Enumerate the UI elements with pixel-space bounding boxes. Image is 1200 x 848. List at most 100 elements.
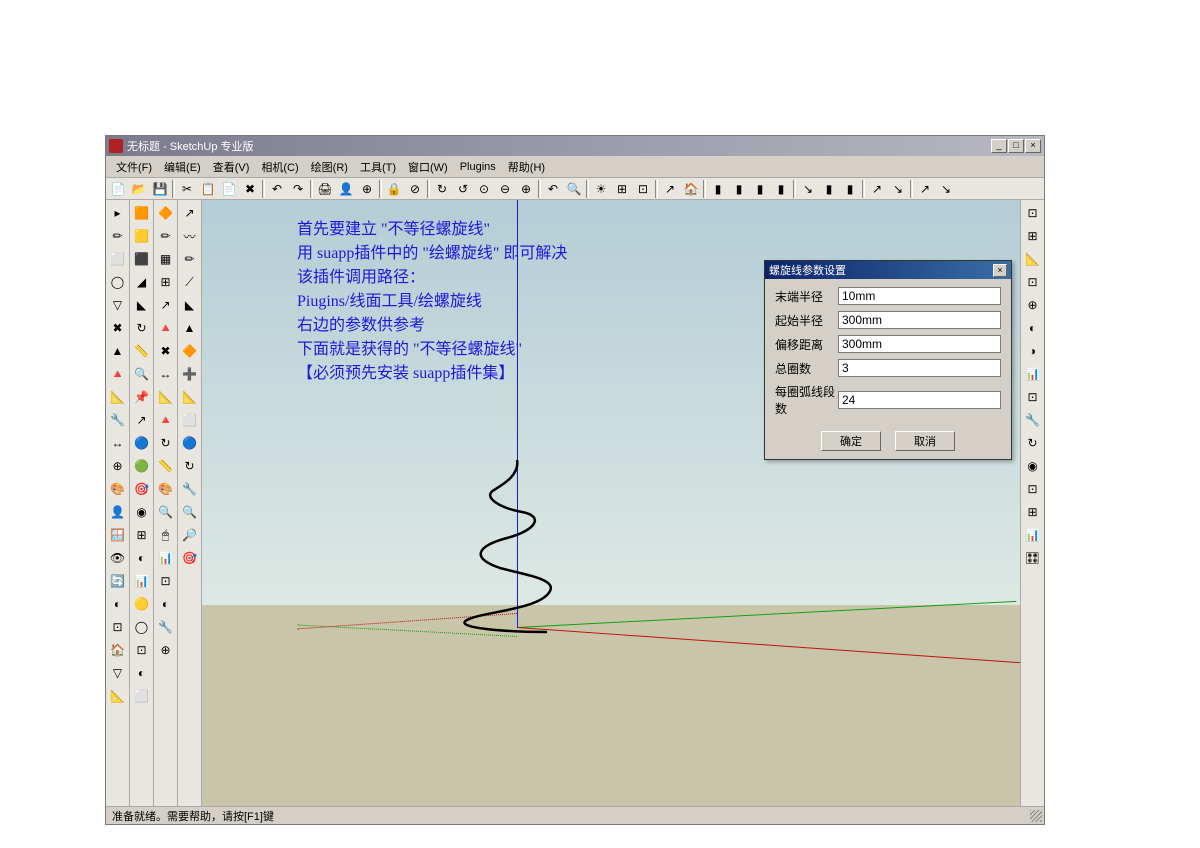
tool-button-0-7[interactable]: 🔺 [107,363,129,385]
menu-item-3[interactable]: 相机(C) [255,157,304,177]
toolbar-button-5[interactable]: 📋 [198,180,218,198]
toolbar-button-14[interactable]: ⊕ [357,180,377,198]
tool-button-3-13[interactable]: 🔍 [179,501,201,523]
tool-button-3-11[interactable]: ↻ [179,455,201,477]
tool-button-3-1[interactable]: 〰 [179,225,201,247]
tool-button-1-18[interactable]: ◯ [131,616,153,638]
dialog-input-4[interactable] [838,391,1001,409]
tool-button-3-8[interactable]: 📐 [179,386,201,408]
tool-button-3-15[interactable]: 🎯 [179,547,201,569]
tool-button-2-10[interactable]: ↻ [155,432,177,454]
toolbar-button-40[interactable]: ↘ [798,180,818,198]
toolbar-button-29[interactable]: ⊞ [612,180,632,198]
tool-button-2-14[interactable]: 🖱 [155,524,177,546]
tool-button-0-4[interactable]: ▽ [107,294,129,316]
menu-item-4[interactable]: 绘图(R) [305,157,354,177]
tool-button-1-15[interactable]: ◐ [131,547,153,569]
tool-button-1-12[interactable]: 🎯 [131,478,153,500]
toolbar-button-21[interactable]: ⊙ [474,180,494,198]
toolbar-button-16[interactable]: 🔒 [384,180,404,198]
tool-button-1-11[interactable]: 🟢 [131,455,153,477]
tool-button-0-19[interactable]: 🏠 [107,639,129,661]
tool-button-1-7[interactable]: 🔍 [131,363,153,385]
tool-button-0-2[interactable]: ⬜ [107,248,129,270]
toolbar-button-28[interactable]: ☀ [591,180,611,198]
tool-button-0-18[interactable]: ⊡ [107,616,129,638]
toolbar-button-33[interactable]: 🏠 [681,180,701,198]
tool-button-3-10[interactable]: 🔵 [179,432,201,454]
tool-button-0-0[interactable]: ▸ [107,202,129,224]
titlebar[interactable]: 无标题 - SketchUp 专业版 _ □ × [106,136,1044,156]
tool-button-2-11[interactable]: 📏 [155,455,177,477]
tool-button-3-0[interactable]: ↗ [179,202,201,224]
tool-button-0-13[interactable]: 👤 [107,501,129,523]
tool-button-1-14[interactable]: ⊞ [131,524,153,546]
menu-item-5[interactable]: 工具(T) [354,157,402,177]
right-tool-13[interactable]: ⊞ [1022,501,1044,523]
tool-button-1-16[interactable]: 📊 [131,570,153,592]
tool-button-1-6[interactable]: 📏 [131,340,153,362]
tool-button-3-12[interactable]: 🔧 [179,478,201,500]
tool-button-2-0[interactable]: 🔶 [155,202,177,224]
toolbar-button-22[interactable]: ⊖ [495,180,515,198]
right-tool-14[interactable]: 📊 [1022,524,1044,546]
toolbar-button-10[interactable]: ↷ [288,180,308,198]
toolbar-button-44[interactable]: ↗ [867,180,887,198]
toolbar-button-26[interactable]: 🔍 [564,180,584,198]
tool-button-2-5[interactable]: 🔺 [155,317,177,339]
right-tool-15[interactable]: 🎛 [1022,547,1044,569]
toolbar-button-6[interactable]: 📄 [219,180,239,198]
menu-item-2[interactable]: 查看(V) [207,157,256,177]
menu-item-8[interactable]: 帮助(H) [502,157,551,177]
toolbar-button-30[interactable]: ⊡ [633,180,653,198]
minimize-button[interactable]: _ [991,139,1007,153]
tool-button-1-17[interactable]: 🟡 [131,593,153,615]
toolbar-button-41[interactable]: ▮ [819,180,839,198]
ok-button[interactable]: 确定 [821,431,881,451]
toolbar-button-32[interactable]: ↗ [660,180,680,198]
menu-item-1[interactable]: 编辑(E) [158,157,207,177]
right-tool-3[interactable]: ⊡ [1022,271,1044,293]
tool-button-0-16[interactable]: 🔄 [107,570,129,592]
toolbar-button-1[interactable]: 📂 [129,180,149,198]
toolbar-button-17[interactable]: ⊘ [405,180,425,198]
dialog-input-1[interactable] [838,311,1001,329]
tool-button-0-5[interactable]: ✖ [107,317,129,339]
tool-button-0-10[interactable]: ↔ [107,432,129,454]
viewport-3d[interactable]: 首先要建立 "不等径螺旋线"用 suapp插件中的 "绘螺旋线" 即可解决该插件… [202,200,1020,806]
tool-button-2-1[interactable]: ✏ [155,225,177,247]
toolbar-button-13[interactable]: 👤 [336,180,356,198]
right-tool-2[interactable]: 📐 [1022,248,1044,270]
toolbar-button-25[interactable]: ↶ [543,180,563,198]
tool-button-3-6[interactable]: 🔶 [179,340,201,362]
tool-button-0-8[interactable]: 📐 [107,386,129,408]
tool-button-2-18[interactable]: 🔧 [155,616,177,638]
tool-button-2-3[interactable]: ⊞ [155,271,177,293]
tool-button-0-1[interactable]: ✏ [107,225,129,247]
right-tool-11[interactable]: ◉ [1022,455,1044,477]
tool-button-3-3[interactable]: ⟋ [179,271,201,293]
dialog-input-2[interactable] [838,335,1001,353]
toolbar-button-23[interactable]: ⊕ [516,180,536,198]
tool-button-1-20[interactable]: ◐ [131,662,153,684]
tool-button-0-9[interactable]: 🔧 [107,409,129,431]
tool-button-3-5[interactable]: ▲ [179,317,201,339]
tool-button-2-4[interactable]: ↗ [155,294,177,316]
toolbar-button-37[interactable]: ▮ [750,180,770,198]
toolbar-button-48[interactable]: ↘ [936,180,956,198]
dialog-titlebar[interactable]: 螺旋线参数设置 × [765,261,1011,279]
tool-button-1-13[interactable]: ◉ [131,501,153,523]
right-tool-7[interactable]: 📊 [1022,363,1044,385]
tool-button-3-9[interactable]: ⬜ [179,409,201,431]
right-tool-12[interactable]: ⊡ [1022,478,1044,500]
tool-button-2-13[interactable]: 🔍 [155,501,177,523]
tool-button-0-20[interactable]: ▽ [107,662,129,684]
toolbar-button-4[interactable]: ✂ [177,180,197,198]
right-tool-0[interactable]: ⊡ [1022,202,1044,224]
tool-button-0-21[interactable]: 📐 [107,685,129,707]
toolbar-button-19[interactable]: ↻ [432,180,452,198]
toolbar-button-36[interactable]: ▮ [729,180,749,198]
tool-button-1-2[interactable]: ⬛ [131,248,153,270]
tool-button-1-19[interactable]: ⊡ [131,639,153,661]
resize-grip[interactable] [1030,810,1042,822]
